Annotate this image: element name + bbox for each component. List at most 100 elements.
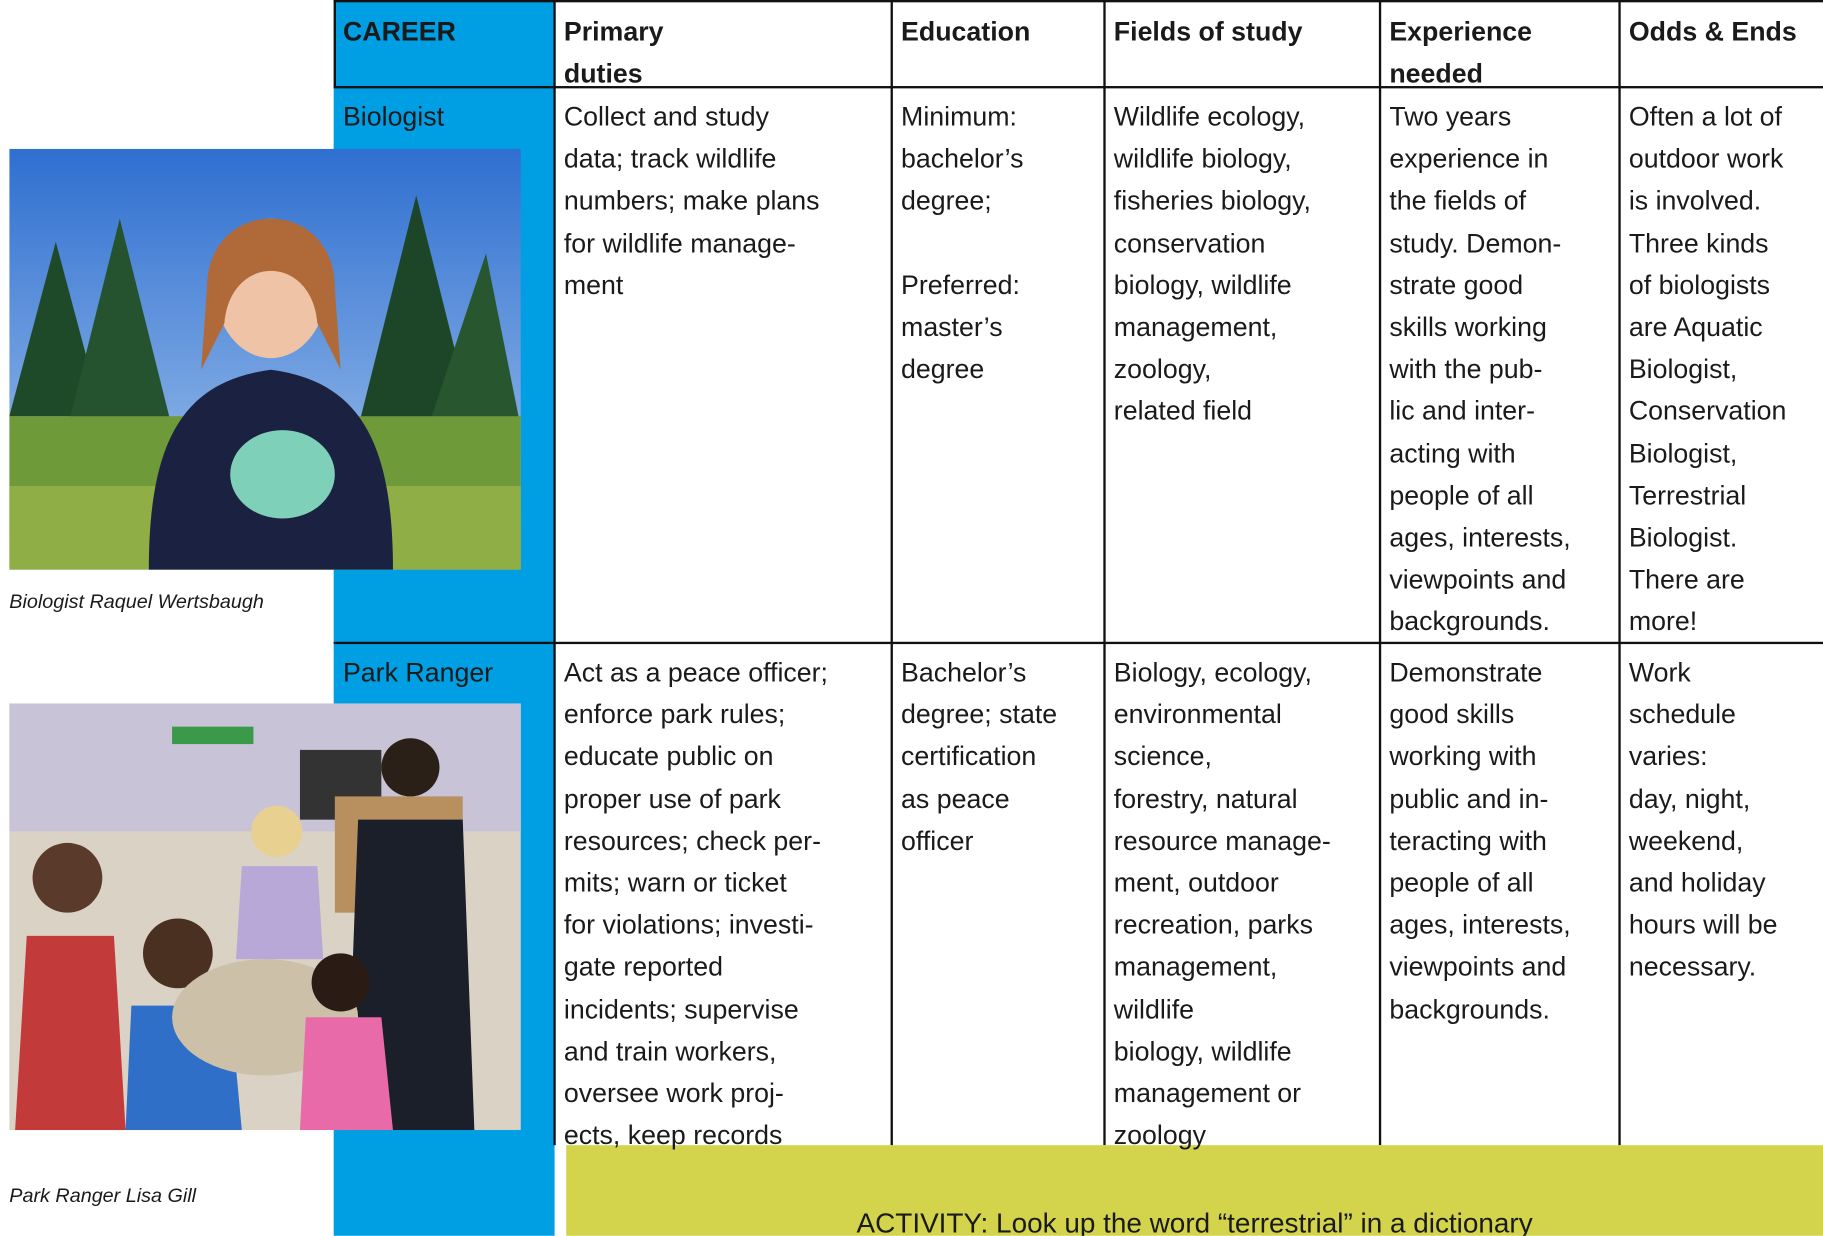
- activity-box: [566, 1145, 1823, 1236]
- cell-text: oversee work proj-: [563, 1077, 784, 1108]
- table-border: [1103, 0, 1106, 1146]
- cell-text: for wildlife manage-: [563, 227, 796, 258]
- cell-text: resource manage-: [1113, 825, 1331, 856]
- cell-text: forestry, natural: [1113, 783, 1298, 814]
- header-text: Primary: [563, 16, 664, 47]
- activity-text: ACTIVITY: Look up the word “terrestrial”…: [856, 1207, 1533, 1236]
- cell-text: Collect and study: [563, 101, 770, 132]
- cell-text: Wildlife ecology,: [1113, 101, 1306, 132]
- cell-text: strate good: [1389, 269, 1524, 300]
- cell-text: varies:: [1628, 741, 1708, 772]
- cell-text: and holiday: [1628, 867, 1766, 898]
- cell-text: related field: [1113, 395, 1253, 426]
- cell-text: people of all: [1389, 867, 1534, 898]
- cell-text: degree;: [901, 185, 992, 216]
- cell-text: There are: [1628, 564, 1745, 595]
- cell-text: gate reported: [563, 951, 723, 982]
- cell-text: biology, wildlife: [1113, 269, 1292, 300]
- header-text: Odds & Ends: [1628, 16, 1797, 47]
- biologist-photo: [9, 148, 521, 570]
- photo-caption: Biologist Raquel Wertsbaugh: [9, 590, 264, 613]
- cell-text: enforce park rules;: [563, 698, 786, 730]
- cell-text: management,: [1113, 311, 1278, 342]
- cell-text: study. Demon-: [1389, 227, 1562, 258]
- cell-text: for violations; investi-: [563, 909, 814, 940]
- cell-text: science,: [1113, 741, 1212, 772]
- cell-text: management or: [1113, 1077, 1302, 1108]
- photo-caption: Park Ranger Lisa Gill: [9, 1184, 197, 1207]
- cell-text: acting with: [1389, 437, 1516, 469]
- cell-text: with the pub-: [1389, 353, 1543, 384]
- cell-text: are Aquatic: [1628, 311, 1763, 342]
- cell-text: public and in-: [1389, 783, 1549, 814]
- cell-text: necessary.: [1628, 951, 1757, 982]
- cell-text: bachelor’s: [901, 143, 1024, 174]
- cell-text: outdoor work: [1628, 143, 1784, 174]
- cell-text: environmental: [1113, 698, 1282, 730]
- cell-text: day, night,: [1628, 783, 1751, 814]
- cell-text: skills working: [1389, 311, 1547, 342]
- cell-text: management,: [1113, 951, 1278, 982]
- cell-text: of biologists: [1628, 269, 1771, 300]
- cell-text: the fields of: [1389, 185, 1527, 216]
- cell-text: good skills: [1389, 698, 1515, 730]
- cell-text: ages, interests,: [1389, 909, 1571, 940]
- cell-text: is involved.: [1628, 185, 1762, 216]
- cell-text: Three kinds: [1628, 227, 1769, 258]
- cell-text: educate public on: [563, 741, 774, 772]
- header-text: Experience: [1389, 16, 1533, 47]
- cell-text: Demonstrate: [1389, 656, 1543, 688]
- cell-text: mits; warn or ticket: [563, 867, 787, 898]
- cell-text: fisheries biology,: [1113, 185, 1311, 216]
- cell-text: schedule: [1628, 698, 1736, 730]
- cell-text: officer: [901, 825, 974, 856]
- cell-text: conservation: [1113, 227, 1266, 258]
- cell-text: zoology: [1113, 1119, 1206, 1151]
- cell-text: Act as a peace officer;: [563, 656, 828, 688]
- header-text: Education: [901, 16, 1031, 47]
- cell-text: wildlife: [1113, 993, 1195, 1024]
- cell-text: teracting with: [1389, 825, 1547, 856]
- header-text: CAREER: [342, 16, 456, 47]
- table-border: [333, 0, 337, 88]
- cell-text: Conservation: [1628, 395, 1787, 426]
- cell-text: viewpoints and: [1389, 951, 1567, 982]
- cell-text: Biology, ecology,: [1113, 656, 1312, 688]
- cell-text: Biologist: [342, 101, 445, 132]
- cell-text: Biologist,: [1628, 437, 1738, 469]
- table-border: [553, 0, 556, 1146]
- cell-text: weekend,: [1628, 825, 1744, 856]
- header-text: duties: [563, 58, 643, 89]
- cell-text: wildlife biology,: [1113, 143, 1292, 174]
- cell-text: Biologist,: [1628, 353, 1738, 384]
- cell-text: zoology,: [1113, 353, 1212, 384]
- table-border: [890, 0, 893, 1146]
- table-border: [1618, 0, 1621, 1146]
- table-border: [333, 0, 1823, 3]
- cell-text: ment: [563, 269, 624, 300]
- cell-text: incidents; supervise: [563, 993, 799, 1024]
- cell-text: Terrestrial: [1628, 479, 1747, 511]
- cell-text: degree; state: [901, 698, 1058, 730]
- cell-text: Park Ranger: [342, 656, 494, 688]
- cell-text: Bachelor’s: [901, 656, 1027, 688]
- cell-text: Preferred:: [901, 269, 1020, 300]
- table-border: [1378, 0, 1382, 1146]
- cell-text: Minimum:: [901, 101, 1017, 132]
- cell-text: Two years: [1389, 101, 1512, 132]
- cell-text: ment, outdoor: [1113, 867, 1279, 898]
- table-border: [333, 641, 1823, 645]
- cell-text: working with: [1389, 741, 1537, 772]
- cell-text: experience in: [1389, 143, 1549, 174]
- table-border: [333, 86, 1823, 89]
- park-ranger-photo: [9, 703, 521, 1131]
- cell-text: Biologist.: [1628, 522, 1738, 553]
- cell-text: backgrounds.: [1389, 606, 1550, 637]
- header-text: Fields of study: [1113, 16, 1303, 47]
- cell-text: and train workers,: [563, 1035, 777, 1066]
- cell-text: resources; check per-: [563, 825, 821, 856]
- cell-text: numbers; make plans: [563, 185, 820, 216]
- cell-text: degree: [901, 353, 985, 384]
- cell-text: recreation, parks: [1113, 909, 1313, 940]
